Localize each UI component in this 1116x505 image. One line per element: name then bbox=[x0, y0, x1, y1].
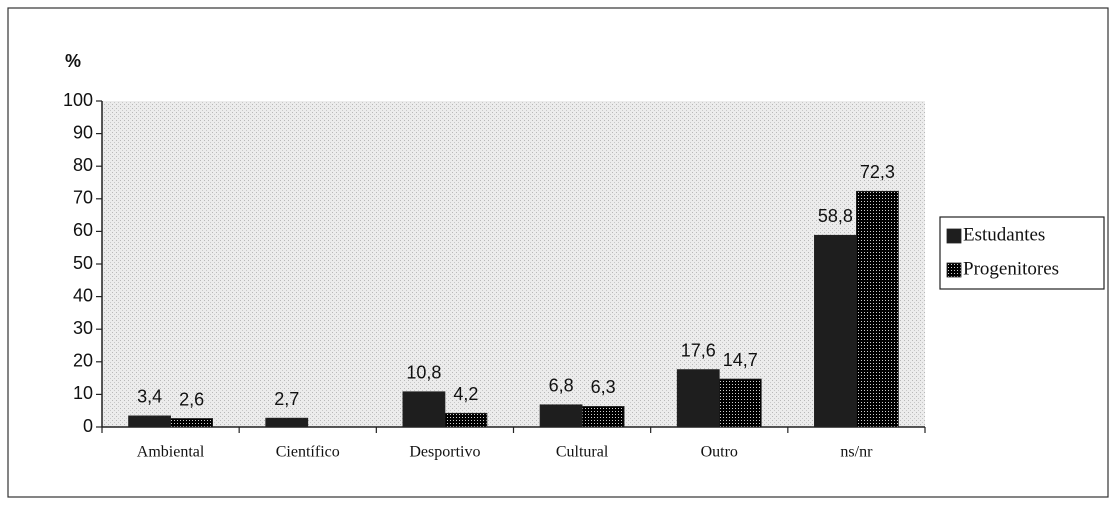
value-label: 17,6 bbox=[681, 340, 716, 360]
y-tick-label: 70 bbox=[73, 188, 93, 208]
bar bbox=[265, 417, 309, 428]
bar bbox=[170, 418, 213, 428]
value-label: 2,6 bbox=[179, 389, 204, 409]
x-tick-label: Científico bbox=[276, 444, 340, 461]
y-tick-label: 50 bbox=[73, 253, 93, 273]
x-tick-label: Cultural bbox=[556, 444, 609, 461]
y-tick-label: 0 bbox=[83, 416, 93, 436]
y-tick-label: 100 bbox=[63, 90, 93, 110]
bar bbox=[814, 234, 857, 428]
value-label: 3,4 bbox=[137, 387, 162, 407]
value-label: 2,7 bbox=[274, 389, 299, 409]
legend-swatch bbox=[946, 262, 962, 278]
bar bbox=[402, 391, 446, 428]
frame bbox=[7, 7, 1109, 498]
bar bbox=[581, 406, 625, 428]
x-tick-label: ns/nr bbox=[840, 444, 873, 461]
x-tick-label: Outro bbox=[701, 444, 738, 461]
legend-label: Estudantes bbox=[963, 224, 1045, 245]
y-tick-label: 20 bbox=[73, 351, 93, 371]
value-label: 72,3 bbox=[860, 162, 895, 182]
x-tick-label: Ambiental bbox=[137, 444, 205, 461]
y-tick-label: 10 bbox=[73, 383, 93, 403]
y-tick-label: 80 bbox=[73, 155, 93, 175]
bar bbox=[856, 190, 899, 428]
value-label: 6,3 bbox=[591, 377, 616, 397]
x-tick-label: Desportivo bbox=[409, 444, 480, 461]
legend-swatch bbox=[946, 228, 962, 244]
value-label: 6,8 bbox=[549, 376, 574, 396]
legend bbox=[939, 216, 1105, 290]
legend-label: Progenitores bbox=[963, 258, 1059, 279]
value-label: 14,7 bbox=[723, 350, 758, 370]
bar bbox=[444, 412, 488, 428]
bar bbox=[128, 415, 171, 428]
bar bbox=[539, 404, 583, 428]
value-label: 10,8 bbox=[406, 363, 441, 383]
value-label: 4,2 bbox=[453, 384, 478, 404]
bar bbox=[676, 369, 720, 428]
y-tick-label: 90 bbox=[73, 122, 93, 142]
plot-area bbox=[102, 101, 925, 427]
y-tick-label: 30 bbox=[73, 318, 93, 338]
y-axis-label: % bbox=[65, 51, 81, 71]
bar bbox=[718, 378, 762, 428]
y-tick-label: 40 bbox=[73, 285, 93, 305]
y-tick-label: 60 bbox=[73, 220, 93, 240]
value-label: 58,8 bbox=[818, 206, 853, 226]
